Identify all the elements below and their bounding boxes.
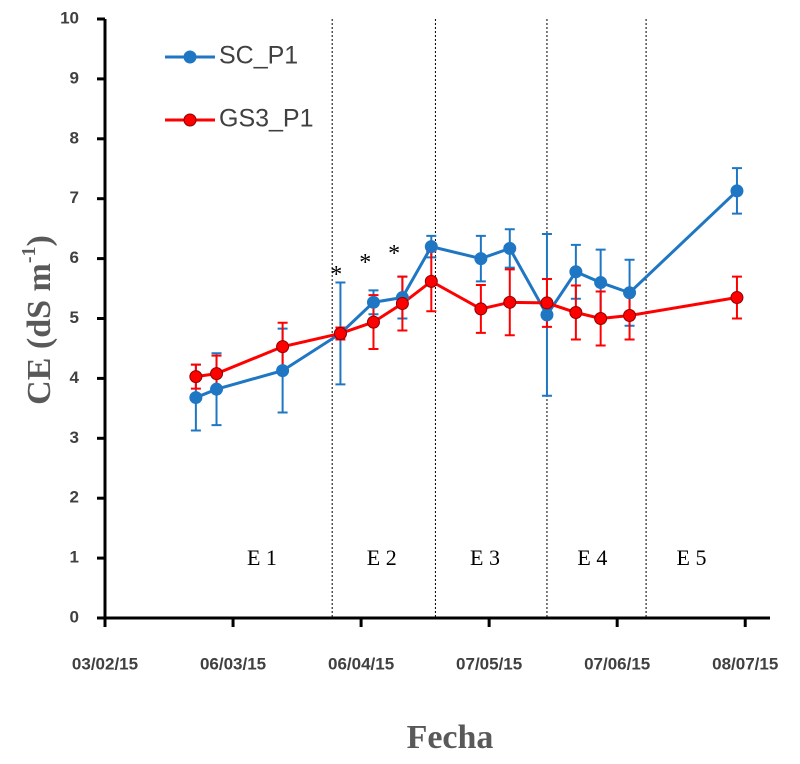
point [333,326,347,340]
point [730,184,744,198]
point [569,306,583,320]
period-label: E 3 [470,545,500,570]
x-axis-label: Fecha [407,719,494,756]
point [424,274,438,288]
point [540,296,554,310]
annotation: * [388,241,400,267]
legend-marker [183,113,197,127]
x-tick-label: 06/04/15 [328,654,394,673]
point [569,265,583,279]
point [189,370,203,384]
point [366,315,380,329]
x-tick-label: 03/02/15 [72,654,138,673]
point [474,252,488,266]
y-axis-label-sup: -1 [18,246,40,263]
series-line [195,279,738,379]
point [474,302,488,316]
x-tick-label: 08/07/15 [712,654,778,673]
point [503,295,517,309]
point [540,308,554,322]
y-tick-label: 0 [70,607,79,626]
y-tick-label: 4 [70,368,80,387]
y-axis-label: CE (dS m-1) [18,235,58,405]
point [503,241,517,255]
y-tick-label: 9 [70,68,79,87]
period-label: E 4 [577,545,607,570]
legend-marker [183,50,197,64]
series-line [195,189,738,399]
y-axis-label-end: ) [21,235,58,246]
y-tick-label: 1 [70,548,79,567]
y-tick-label: 5 [70,308,79,327]
point [424,240,438,254]
period-label: E 5 [677,545,707,570]
period-label: E 1 [247,545,277,570]
point [210,382,224,396]
point [594,312,608,325]
period-label: E 2 [367,545,397,570]
point [189,391,203,405]
legend-label: SC_P1 [219,42,298,70]
y-axis-label-main: CE (dS m [21,263,58,405]
point [594,276,608,290]
point [730,291,744,305]
x-tick-label: 06/03/15 [200,654,266,673]
y-tick-label: 3 [70,428,79,447]
y-tick-label: 10 [60,8,79,27]
point [623,286,637,300]
annotation: * [359,250,371,276]
point [210,367,224,381]
x-tick-label: 07/05/15 [456,654,522,673]
legend-label: GS3_P1 [219,105,314,133]
point [623,309,637,323]
y-tick-label: 7 [70,188,79,207]
point [366,295,380,309]
point [276,340,290,354]
y-tick-label: 2 [70,488,79,507]
y-tick-label: 6 [70,248,79,267]
y-tick-label: 8 [70,128,79,147]
point [276,364,290,378]
annotation: * [330,262,342,288]
point [395,297,409,311]
x-tick-label: 07/06/15 [584,654,650,673]
